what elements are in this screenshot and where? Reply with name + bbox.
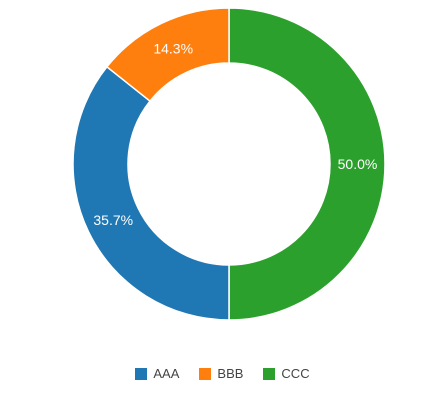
slice-label-ccc: 50.0% <box>338 156 378 172</box>
legend-swatch <box>135 367 148 380</box>
legend-swatch <box>199 367 212 380</box>
legend-item-bbb[interactable]: BBB <box>199 366 243 381</box>
slice-bbb[interactable] <box>105 7 230 103</box>
legend-label: AAA <box>153 366 180 381</box>
legend-item-ccc[interactable]: CCC <box>263 366 310 381</box>
slice-ccc[interactable] <box>228 7 386 321</box>
legend-label: CCC <box>281 366 310 381</box>
slice-label-aaa: 35.7% <box>93 212 133 228</box>
slice-aaa[interactable] <box>72 65 230 321</box>
legend: AAA BBB CCC <box>0 366 445 381</box>
legend-label: BBB <box>217 366 244 381</box>
slice-label-bbb: 14.3% <box>153 40 193 56</box>
legend-item-aaa[interactable]: AAA <box>135 366 179 381</box>
legend-swatch <box>263 367 276 380</box>
